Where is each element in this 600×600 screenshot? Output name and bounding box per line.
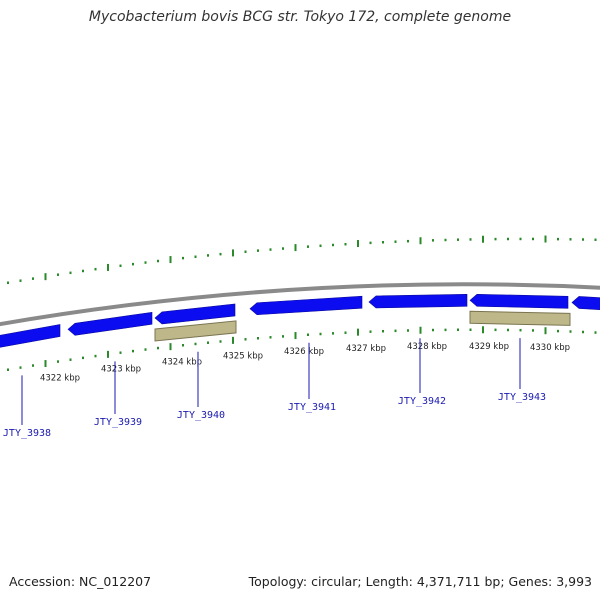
outer-tick-track (7, 235, 597, 285)
feature-track (0, 293, 600, 348)
topology-summary: Topology: circular; Length: 4,371,711 bp… (248, 574, 592, 589)
scale-label: 4330 kbp (530, 343, 570, 353)
scale-label: 4325 kbp (223, 351, 263, 361)
gene-label[interactable]: JTY_3942 (398, 396, 446, 407)
scale-label-track: 4322 kbp 4323 kbp 4324 kbp 4325 kbp 4326 kbp… (40, 342, 570, 383)
highlight-feature (469, 310, 571, 326)
gene-label[interactable]: JTY_3940 (177, 410, 225, 421)
cds-feature (249, 295, 363, 316)
accession-text: Accession: NC_012207 (9, 574, 152, 589)
inner-tick-track (7, 326, 597, 371)
scale-label: 4324 kbp (162, 357, 202, 367)
highlight-feature (154, 320, 237, 342)
cds-feature (67, 311, 153, 336)
scale-label: 4326 kbp (284, 347, 324, 357)
gene-label[interactable]: JTY_3938 (3, 428, 51, 439)
gene-label[interactable]: JTY_3941 (288, 402, 336, 413)
scale-label: 4322 kbp (40, 373, 80, 383)
cds-feature (0, 324, 61, 348)
cds-feature (154, 303, 236, 325)
cds-feature (571, 296, 600, 310)
gene-label-track: JTY_3938 JTY_3939 JTY_3940 JTY_3941 JTY_3942… (3, 338, 546, 439)
gene-label[interactable]: JTY_3939 (94, 417, 142, 428)
scale-label: 4329 kbp (469, 342, 509, 352)
scale-label: 4327 kbp (346, 344, 386, 354)
scale-label: 4328 kbp (407, 342, 447, 352)
genome-backbone (0, 282, 600, 327)
cds-feature (368, 293, 468, 309)
cds-feature (469, 293, 569, 309)
scale-label: 4323 kbp (101, 365, 141, 375)
gene-label[interactable]: JTY_3943 (498, 392, 546, 403)
genome-title: Mycobacterium bovis BCG str. Tokyo 172, … (88, 9, 512, 25)
